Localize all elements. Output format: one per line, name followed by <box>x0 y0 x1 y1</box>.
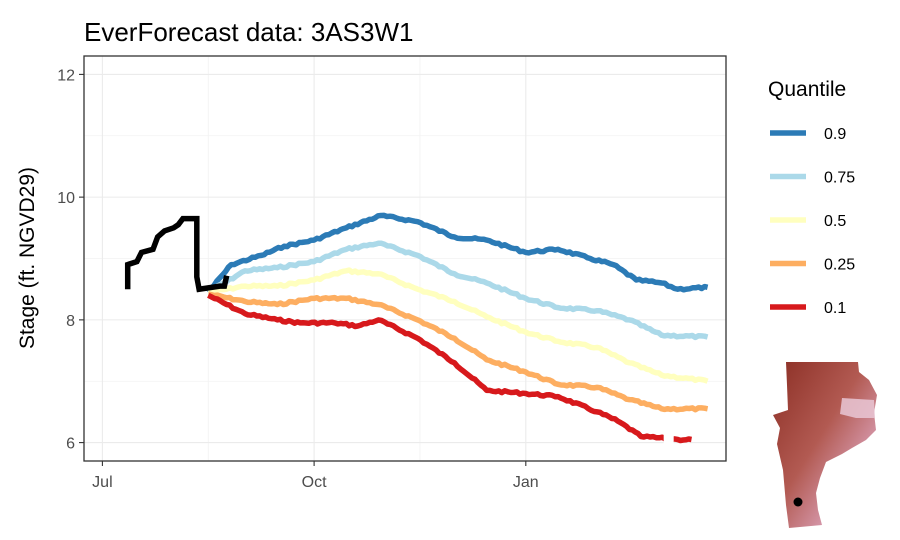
x-axis-ticks: Jul Oct Jan <box>92 461 539 491</box>
series-layer <box>124 212 709 450</box>
series-line-q075 <box>206 240 709 341</box>
series-gap-q01 <box>663 427 674 450</box>
legend-label-q05: 0.5 <box>824 213 846 230</box>
inset-map <box>773 362 877 528</box>
inset-map-pale-patch <box>840 398 875 418</box>
series-line-q05 <box>207 267 709 384</box>
y-tick-label: 12 <box>57 67 75 84</box>
series-line-q01 <box>207 292 692 444</box>
y-tick-label: 8 <box>66 313 75 330</box>
series-line-q025 <box>207 291 709 413</box>
legend-label-q075: 0.75 <box>824 170 855 187</box>
legend-title: Quantile <box>768 78 846 101</box>
observed-stage-line <box>124 215 230 293</box>
y-axis-title: Stage (ft. NGVD29) <box>16 167 39 349</box>
legend-label-q025: 0.25 <box>824 257 855 274</box>
station-marker <box>793 497 803 507</box>
legend: 0.9 0.75 0.5 0.25 0.1 <box>770 126 855 317</box>
x-tick-label: Oct <box>302 474 327 491</box>
legend-label-q01: 0.1 <box>824 300 846 317</box>
plot-panel-border <box>83 55 727 462</box>
y-tick-label: 10 <box>57 190 75 207</box>
y-axis-ticks: 6 8 10 12 <box>57 67 84 453</box>
inset-map-shape <box>773 362 877 528</box>
x-tick-label: Jan <box>513 474 539 491</box>
x-tick-label: Jul <box>92 474 112 491</box>
chart-title: EverForecast data: 3AS3W1 <box>84 17 413 47</box>
legend-label-q09: 0.9 <box>824 126 846 143</box>
series-line-q09 <box>206 212 709 295</box>
y-tick-label: 6 <box>66 436 75 453</box>
